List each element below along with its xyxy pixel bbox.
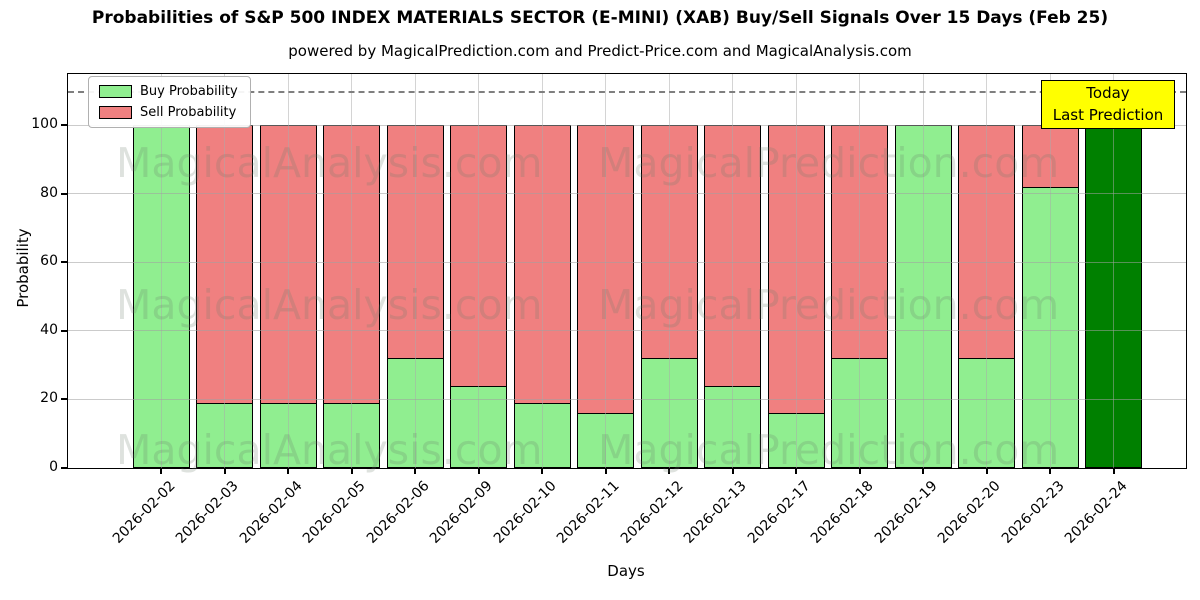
legend-label-buy: Buy Probability: [140, 84, 238, 99]
x-tick-mark: [795, 468, 797, 474]
legend-label-sell: Sell Probability: [140, 105, 237, 120]
y-tick-label: 80: [40, 184, 58, 201]
x-tick-label: 2026-02-02: [109, 478, 179, 547]
grid-line-vertical: [668, 74, 670, 468]
x-tick-mark: [668, 468, 670, 474]
grid-line-vertical: [351, 74, 352, 468]
x-tick-mark: [223, 468, 226, 474]
grid-line-vertical: [1113, 74, 1114, 468]
x-axis-label: Days: [607, 562, 645, 580]
x-tick-label: 2026-02-10: [490, 478, 560, 547]
chart-title: Probabilities of S&P 500 INDEX MATERIALS…: [91, 8, 1109, 28]
x-tick-label: 2026-02-20: [934, 478, 1004, 547]
legend-swatch-sell: [99, 106, 132, 119]
x-tick-label: 2026-02-17: [744, 478, 814, 547]
y-tick-mark: [61, 192, 67, 195]
legend-item-buy: Buy Probability: [99, 84, 238, 99]
grid-line-horizontal: [68, 124, 1186, 126]
x-tick-label: 2026-02-09: [426, 478, 496, 547]
legend: Buy Probability Sell Probability: [88, 76, 251, 128]
grid-line-vertical: [541, 74, 543, 468]
y-tick-mark: [61, 329, 67, 332]
y-tick-label: 60: [40, 253, 58, 270]
grid-line-horizontal: [68, 261, 1186, 263]
grid-line-vertical: [478, 74, 479, 468]
grid-line-vertical: [605, 74, 606, 468]
x-tick-label: 2026-02-06: [363, 478, 433, 547]
grid-line-vertical: [414, 74, 416, 468]
grid-line-vertical: [287, 74, 289, 468]
grid-line-horizontal: [68, 398, 1186, 400]
x-tick-mark: [604, 468, 607, 474]
x-tick-mark: [541, 468, 543, 474]
x-tick-label: 2026-02-23: [998, 478, 1068, 547]
grid-line-vertical: [224, 74, 225, 468]
y-tick-mark: [61, 124, 67, 127]
grid-line-vertical: [732, 74, 733, 468]
x-tick-mark: [287, 468, 289, 474]
x-tick-label: 2026-02-19: [871, 478, 941, 547]
x-tick-label: 2026-02-03: [172, 478, 242, 547]
x-tick-label: 2026-02-24: [1061, 478, 1131, 547]
grid-line-vertical: [795, 74, 797, 468]
y-tick-mark: [61, 261, 67, 264]
x-tick-mark: [985, 468, 988, 474]
threshold-dashed-line: [68, 91, 1186, 94]
grid-line-vertical: [859, 74, 860, 468]
x-tick-mark: [731, 468, 734, 474]
y-tick-label: 40: [40, 321, 58, 338]
y-tick-label: 20: [40, 390, 58, 407]
x-tick-label: 2026-02-11: [553, 478, 623, 547]
grid-line-horizontal: [68, 330, 1186, 332]
y-tick-mark: [61, 467, 67, 469]
grid-line-vertical: [1049, 74, 1051, 468]
y-axis-label: Probability: [14, 228, 32, 308]
x-tick-label: 2026-02-12: [617, 478, 687, 547]
plot-area: 2026-02-02 2026-02-03 2026-02-04 2026-02-05…: [31, 73, 1187, 547]
x-tick-mark: [1112, 468, 1115, 474]
y-tick-label: 0: [49, 459, 58, 475]
x-tick-mark: [477, 468, 480, 474]
today-annotation: Today Last Prediction: [1041, 80, 1175, 129]
grid-line-horizontal: [68, 193, 1186, 195]
x-tick-mark: [1049, 468, 1051, 474]
x-tick-mark: [858, 468, 861, 474]
legend-item-sell: Sell Probability: [99, 105, 238, 120]
x-tick-label: 2026-02-05: [299, 478, 369, 547]
y-tick-mark: [61, 398, 67, 401]
legend-swatch-buy: [99, 85, 132, 98]
x-tick-mark: [160, 468, 162, 474]
today-annotation-line1: Today: [1086, 84, 1130, 102]
chart-subtitle: powered by MagicalPrediction.com and Pre…: [288, 42, 912, 60]
x-tick-label: 2026-02-04: [236, 478, 306, 547]
y-tick-label: 100: [31, 116, 58, 133]
x-tick-mark: [922, 468, 924, 474]
x-tick-mark: [414, 468, 416, 474]
grid-line-vertical: [922, 74, 924, 468]
x-tick-label: 2026-02-18: [807, 478, 877, 547]
x-tick-mark: [350, 468, 353, 474]
x-tick-label: 2026-02-13: [680, 478, 750, 547]
grid-line-vertical: [986, 74, 987, 468]
today-annotation-line2: Last Prediction: [1052, 106, 1164, 124]
grid-line-vertical: [160, 74, 162, 468]
